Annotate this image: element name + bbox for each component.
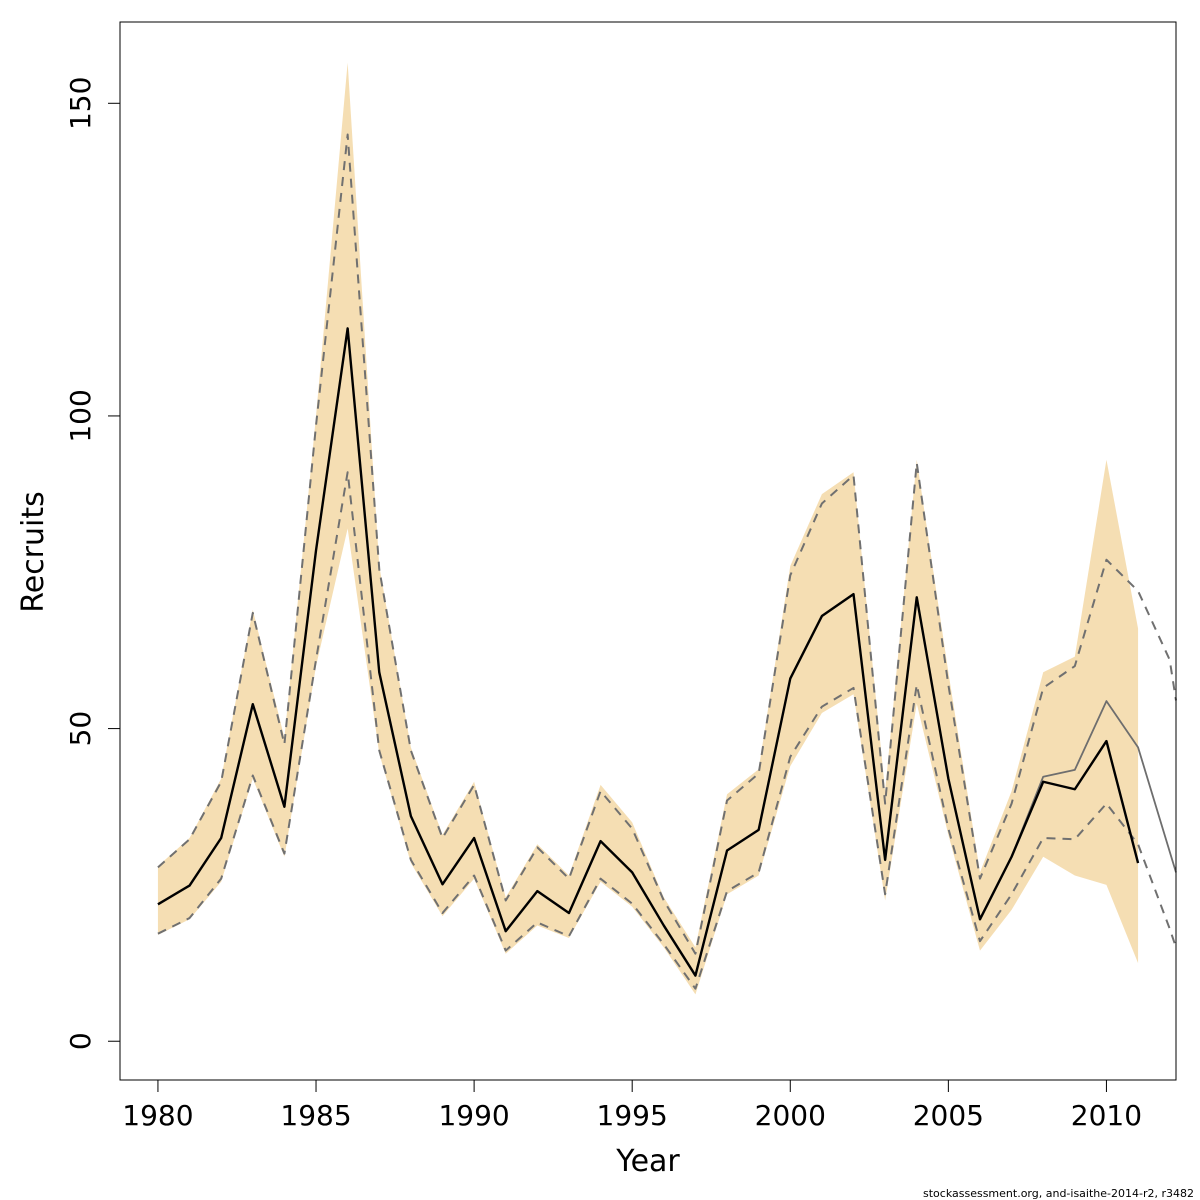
x-axis-title: Year	[615, 1144, 680, 1179]
footer-credit: stockassessment.org, and-isaithe-2014-r2…	[923, 1187, 1194, 1200]
series-lines	[157, 133, 1177, 990]
x-tick-label-1990: 1990	[438, 1099, 509, 1132]
y-axis-title: Recruits	[16, 491, 51, 613]
y-tick-label-0: 0	[64, 1032, 97, 1050]
y-axis: 0 50 100 150	[64, 77, 121, 1050]
x-tick-label-1980: 1980	[122, 1099, 193, 1132]
x-tick-label-1985: 1985	[280, 1099, 351, 1132]
y-tick-label-50: 50	[64, 711, 97, 747]
confidence-band-area	[157, 62, 1139, 995]
retro-lower-dashed-line	[157, 471, 1177, 990]
y-tick-label-150: 150	[64, 77, 97, 130]
x-axis: 1980 1985 1990 1995 2000 2005 2010	[122, 1079, 1142, 1132]
x-tick-label-2005: 2005	[913, 1099, 984, 1132]
confidence-band	[157, 62, 1139, 995]
x-tick-label-2010: 2010	[1071, 1099, 1142, 1132]
retro-upper-dashed-line	[157, 133, 1177, 955]
x-tick-label-2000: 2000	[755, 1099, 826, 1132]
x-tick-label-1995: 1995	[597, 1099, 668, 1132]
estimate-line	[157, 327, 1140, 977]
y-tick-label-100: 100	[64, 389, 97, 442]
